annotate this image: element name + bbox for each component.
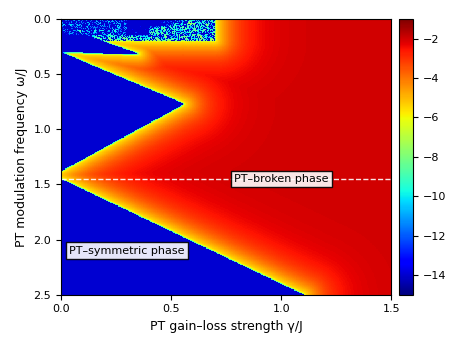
X-axis label: PT gain–loss strength γ/J: PT gain–loss strength γ/J — [150, 320, 302, 333]
Y-axis label: PT modulation frequency ω/J: PT modulation frequency ω/J — [15, 67, 28, 246]
Text: PT–symmetric phase: PT–symmetric phase — [69, 246, 185, 256]
Text: PT–broken phase: PT–broken phase — [234, 174, 328, 184]
